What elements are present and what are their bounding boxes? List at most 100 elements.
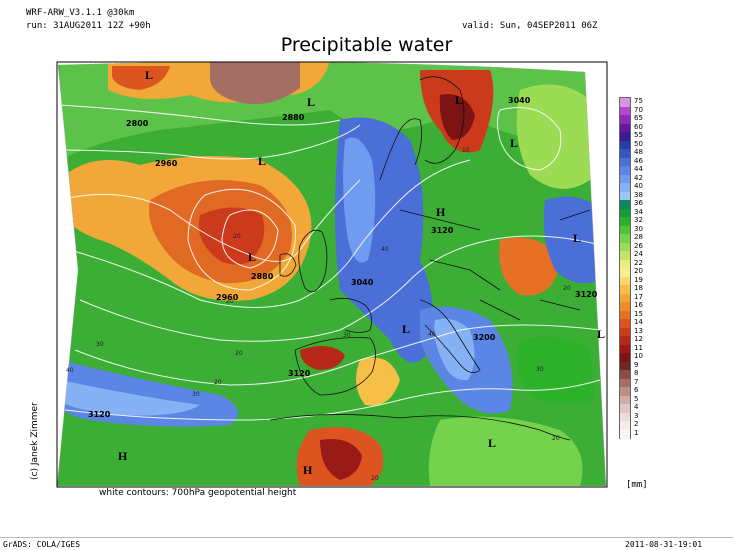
contour-label: 2960	[155, 159, 178, 168]
contour-value-labels: 2800 2880 2960 3040 3120 2880 2960 3040 …	[88, 96, 598, 419]
contour-label: 3120	[575, 290, 598, 299]
colorbar-segment	[620, 217, 630, 226]
colorbar-tick-label: 10	[634, 352, 643, 361]
colorbar-segment	[620, 268, 630, 277]
grads-label: GrADS: COLA/IGES	[3, 540, 81, 549]
pw-label: 10	[462, 147, 470, 154]
colorbar-segment	[620, 336, 630, 345]
pw-label: 30	[192, 391, 200, 398]
colorbar-segment	[620, 370, 630, 379]
colorbar-tick-label: 13	[634, 326, 643, 335]
colorbar-tick-label: 11	[634, 343, 643, 352]
colorbar-segment	[620, 412, 630, 422]
pw-value-labels: 10 20 20 20 30 30 40 40 20 30 20 20 40 3…	[66, 147, 571, 482]
low-center-label: L	[402, 322, 410, 336]
contour-label: 2880	[282, 113, 305, 122]
pw-label: 20	[233, 233, 241, 240]
colorbar-segment	[620, 225, 630, 235]
colorbar-tick-label: 6	[634, 386, 639, 395]
colorbar-segment	[620, 234, 630, 243]
map-frame	[56, 61, 607, 487]
colorbar-tick-label: 2	[634, 420, 639, 429]
pw-label: 30	[536, 366, 544, 373]
low-center-label: L	[597, 327, 605, 341]
low-center-label: L	[258, 154, 266, 168]
colorbar-tick-label: 1	[634, 428, 639, 437]
contour-label: 3200	[473, 333, 496, 342]
colorbar-segment	[620, 319, 630, 328]
colorbar-tick-label: 60	[634, 122, 643, 131]
colorbar-segment	[620, 276, 630, 286]
contour-label: 3040	[508, 96, 531, 105]
author-credit: (c) Janek Zimmer	[30, 402, 40, 480]
colorbar-segment	[620, 404, 630, 413]
low-center-label: L	[145, 68, 153, 82]
colorbar-segment	[620, 293, 630, 303]
contour-label: 3120	[431, 226, 454, 235]
pw-label: 20	[226, 298, 234, 305]
colorbar-tick-label: 14	[634, 318, 643, 327]
colorbar-tick-label: 70	[634, 105, 643, 114]
colorbar-segment	[620, 106, 630, 116]
colorbar-segment	[620, 429, 630, 439]
low-center-label: L	[307, 95, 315, 109]
colorbar-segment	[620, 200, 630, 209]
colorbar-tick-label: 22	[634, 258, 643, 267]
colorbar-tick-label: 36	[634, 199, 643, 208]
plot-border	[56, 61, 608, 488]
coastlines	[269, 76, 591, 441]
low-center-label: L	[510, 136, 518, 150]
colorbar-tick-label: 32	[634, 216, 643, 225]
colorbar-segment	[620, 285, 630, 294]
timestamp-label: 2011-08-31-19:01	[625, 540, 703, 549]
pw-label: 20	[552, 435, 560, 442]
colorbar-segment	[620, 361, 630, 371]
precipitable-water-field	[57, 61, 606, 486]
colorbar-segment	[620, 98, 630, 107]
colorbar-segment	[620, 123, 630, 133]
colorbar-segment	[620, 242, 630, 252]
colorbar-tick-label: 18	[634, 284, 643, 293]
colorbar-tick-label: 55	[634, 131, 643, 140]
pressure-center-labels: L L L L L L L L L L H H H	[118, 68, 605, 477]
colorbar-segment	[620, 310, 630, 320]
colorbar-segment	[620, 183, 630, 192]
low-center-label: L	[248, 250, 256, 264]
colorbar	[619, 97, 631, 439]
footnote: white contours: 700hPa geopotential heig…	[99, 488, 297, 498]
colorbar-segment	[620, 378, 630, 388]
pw-label: 40	[381, 246, 389, 253]
contour-label: 3040	[351, 278, 374, 287]
colorbar-segment	[620, 140, 630, 150]
high-center-label: H	[436, 205, 446, 219]
colorbar-tick-label: 28	[634, 233, 643, 242]
pw-label: 30	[343, 332, 351, 339]
colorbar-tick-label: 24	[634, 250, 643, 259]
colorbar-tick-label: 4	[634, 403, 639, 412]
low-center-label: L	[573, 231, 581, 245]
colorbar-tick-label: 7	[634, 377, 639, 386]
colorbar-segment	[620, 259, 630, 269]
colorbar-segment	[620, 115, 630, 124]
contour-label: 2960	[216, 293, 239, 302]
colorbar-segment	[620, 149, 630, 158]
map-title: Precipitable water	[280, 34, 453, 56]
colorbar-tick-label: 17	[634, 292, 643, 301]
colorbar-tick-label: 9	[634, 360, 639, 369]
colorbar-segment	[620, 421, 630, 430]
colorbar-tick-label: 20	[634, 267, 643, 276]
colorbar-tick-label: 8	[634, 369, 639, 378]
pw-label: 20	[214, 379, 222, 386]
pw-label: 20	[235, 350, 243, 357]
colorbar-tick-label: 34	[634, 207, 643, 216]
high-center-label: H	[118, 449, 128, 463]
colorbar-tick-label: 16	[634, 301, 643, 310]
contour-label: 3120	[288, 369, 311, 378]
colorbar-segment	[620, 157, 630, 167]
low-center-label: L	[488, 436, 496, 450]
colorbar-tick-label: 44	[634, 165, 643, 174]
model-label: WRF-ARW_V3.1.1 @30km	[26, 8, 135, 18]
colorbar-tick-label: 42	[634, 173, 643, 182]
colorbar-segment	[620, 132, 630, 141]
